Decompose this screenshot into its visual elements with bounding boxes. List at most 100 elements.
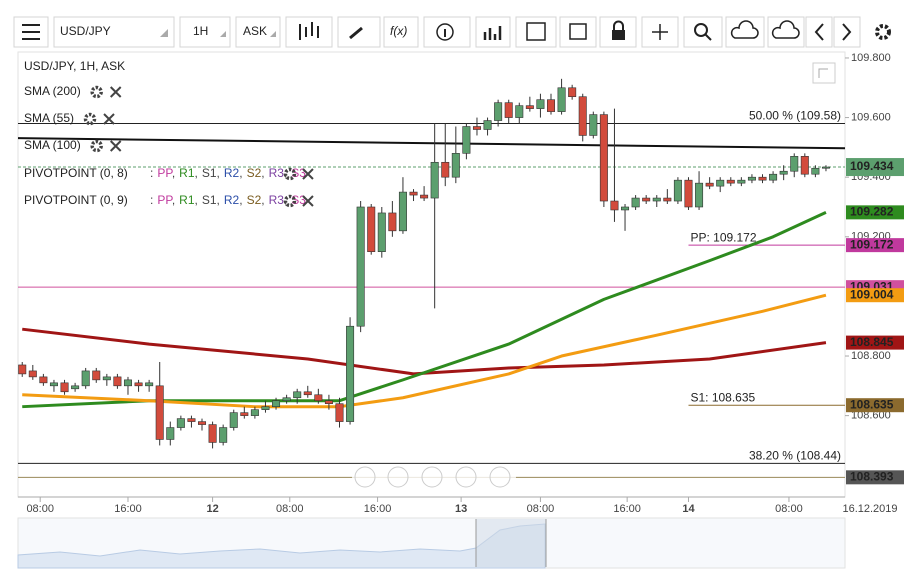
candle-body bbox=[779, 170, 788, 175]
reset[interactable] bbox=[421, 466, 443, 488]
pivot-part: R2 bbox=[224, 166, 240, 180]
settings-button[interactable] bbox=[875, 24, 891, 40]
candle-body bbox=[293, 391, 302, 399]
pivot-part: , bbox=[239, 193, 242, 207]
candle-body bbox=[71, 385, 80, 390]
candle-body bbox=[737, 179, 746, 184]
candle-body bbox=[208, 424, 217, 443]
y-tick-label: 108.600 bbox=[851, 410, 891, 422]
zoom-button[interactable] bbox=[683, 16, 723, 48]
upload-button[interactable] bbox=[725, 16, 765, 48]
candle-body bbox=[282, 397, 291, 402]
remove-icon[interactable] bbox=[103, 113, 115, 125]
pivot-label: PIVOTPOINT (0, 9) bbox=[24, 193, 128, 207]
info-button[interactable] bbox=[423, 16, 471, 48]
candle-body bbox=[769, 173, 778, 181]
draw-button[interactable] bbox=[337, 16, 381, 48]
volume-button[interactable] bbox=[475, 16, 511, 48]
candle-body bbox=[726, 179, 735, 184]
candle-body bbox=[367, 206, 376, 252]
zoom-in[interactable] bbox=[455, 466, 477, 488]
pivot-part: , bbox=[284, 166, 287, 180]
price-tag-label: 109.434 bbox=[850, 159, 894, 173]
y-tick-label: 109.800 bbox=[851, 52, 891, 64]
gear-icon[interactable] bbox=[283, 194, 297, 208]
pivot-levels: : PP, R1, S1, R2, S2, R3, S3 bbox=[150, 166, 306, 180]
x-tick-label: 14 bbox=[682, 503, 695, 515]
candle-body bbox=[229, 412, 238, 428]
forward-button[interactable] bbox=[833, 16, 861, 48]
gear-icon[interactable] bbox=[283, 167, 297, 181]
toolbar: USD/JPY 1H ASK f(x) bbox=[0, 0, 907, 52]
back-button[interactable] bbox=[805, 16, 833, 48]
pivot-label: PIVOTPOINT (0, 8) bbox=[24, 166, 128, 180]
zoom-out[interactable] bbox=[387, 466, 409, 488]
remove-icon[interactable] bbox=[109, 140, 122, 152]
legend: USD/JPY, 1H, ASK SMA (200) SMA (55) SMA (10… bbox=[24, 59, 314, 208]
pivot-part: , bbox=[195, 166, 198, 180]
pan-right[interactable] bbox=[489, 466, 511, 488]
x-tick-label: 16:00 bbox=[613, 503, 641, 515]
remove-icon[interactable] bbox=[109, 86, 122, 98]
candle-body bbox=[599, 114, 608, 202]
candle-body bbox=[684, 179, 693, 208]
price-tag-label: 108.845 bbox=[850, 335, 894, 349]
candle-body bbox=[60, 382, 69, 393]
x-tick-label: 12 bbox=[206, 503, 218, 515]
candle-body bbox=[663, 197, 672, 202]
pivot-part: R1 bbox=[179, 193, 195, 207]
candle-body bbox=[219, 427, 228, 443]
remove-icon[interactable] bbox=[302, 168, 314, 180]
price-tag bbox=[846, 205, 904, 220]
chart-type-button[interactable] bbox=[285, 16, 333, 48]
pivot-part: , bbox=[195, 193, 198, 207]
candle-body bbox=[631, 197, 640, 208]
price-tag-label: 108.393 bbox=[850, 470, 894, 484]
candle-body bbox=[155, 385, 164, 440]
side-select[interactable]: ASK bbox=[235, 16, 281, 48]
zoom-controls bbox=[352, 464, 516, 490]
x-tick-label: 08:00 bbox=[276, 503, 304, 515]
lock-button[interactable] bbox=[599, 16, 637, 48]
candle-body bbox=[536, 99, 545, 109]
crosshair-button[interactable] bbox=[641, 16, 679, 48]
news-button[interactable] bbox=[559, 16, 597, 48]
level-label: PP: 109.172 bbox=[690, 230, 756, 244]
candle-body bbox=[123, 379, 132, 387]
candle-body bbox=[610, 200, 619, 211]
pivot-part: , bbox=[217, 193, 220, 207]
x-tick-label: 16:00 bbox=[114, 503, 142, 515]
function-label: f(x) bbox=[390, 24, 407, 38]
x-tick-label: 16:00 bbox=[364, 503, 392, 515]
pivot-levels: : PP, R1, S1, R2, S2, R3, S3 bbox=[150, 193, 306, 207]
candle-body bbox=[547, 99, 556, 112]
candle-body bbox=[504, 102, 513, 118]
calendar-button[interactable] bbox=[515, 16, 557, 48]
candle-body bbox=[198, 421, 207, 425]
date-label: 16.12.2019 bbox=[842, 503, 897, 515]
symbol-select[interactable]: USD/JPY bbox=[53, 16, 175, 48]
price-tag-label: 109.004 bbox=[850, 287, 894, 301]
gear-icon[interactable] bbox=[90, 85, 103, 99]
download-button[interactable] bbox=[767, 16, 805, 48]
pivot-part: R3 bbox=[269, 166, 285, 180]
candle-body bbox=[324, 400, 333, 405]
sma-line bbox=[22, 327, 827, 376]
function-button[interactable]: f(x) bbox=[383, 16, 419, 48]
pan-left[interactable] bbox=[354, 466, 376, 488]
menu-button[interactable] bbox=[13, 16, 49, 48]
popout-icon bbox=[818, 68, 828, 78]
candle-body bbox=[652, 197, 661, 202]
popout-button[interactable] bbox=[812, 62, 836, 84]
gear-icon[interactable] bbox=[90, 139, 103, 153]
candle-body bbox=[673, 179, 682, 202]
remove-icon[interactable] bbox=[302, 195, 314, 207]
level-label: 38.20 % (108.44) bbox=[749, 448, 841, 462]
pivot-part: , bbox=[239, 166, 242, 180]
interval-select[interactable]: 1H bbox=[179, 16, 231, 48]
pivot-part: : bbox=[150, 193, 153, 207]
y-tick-label: 108.800 bbox=[851, 350, 891, 362]
gear-icon[interactable] bbox=[83, 112, 97, 126]
candle-body bbox=[303, 391, 312, 396]
